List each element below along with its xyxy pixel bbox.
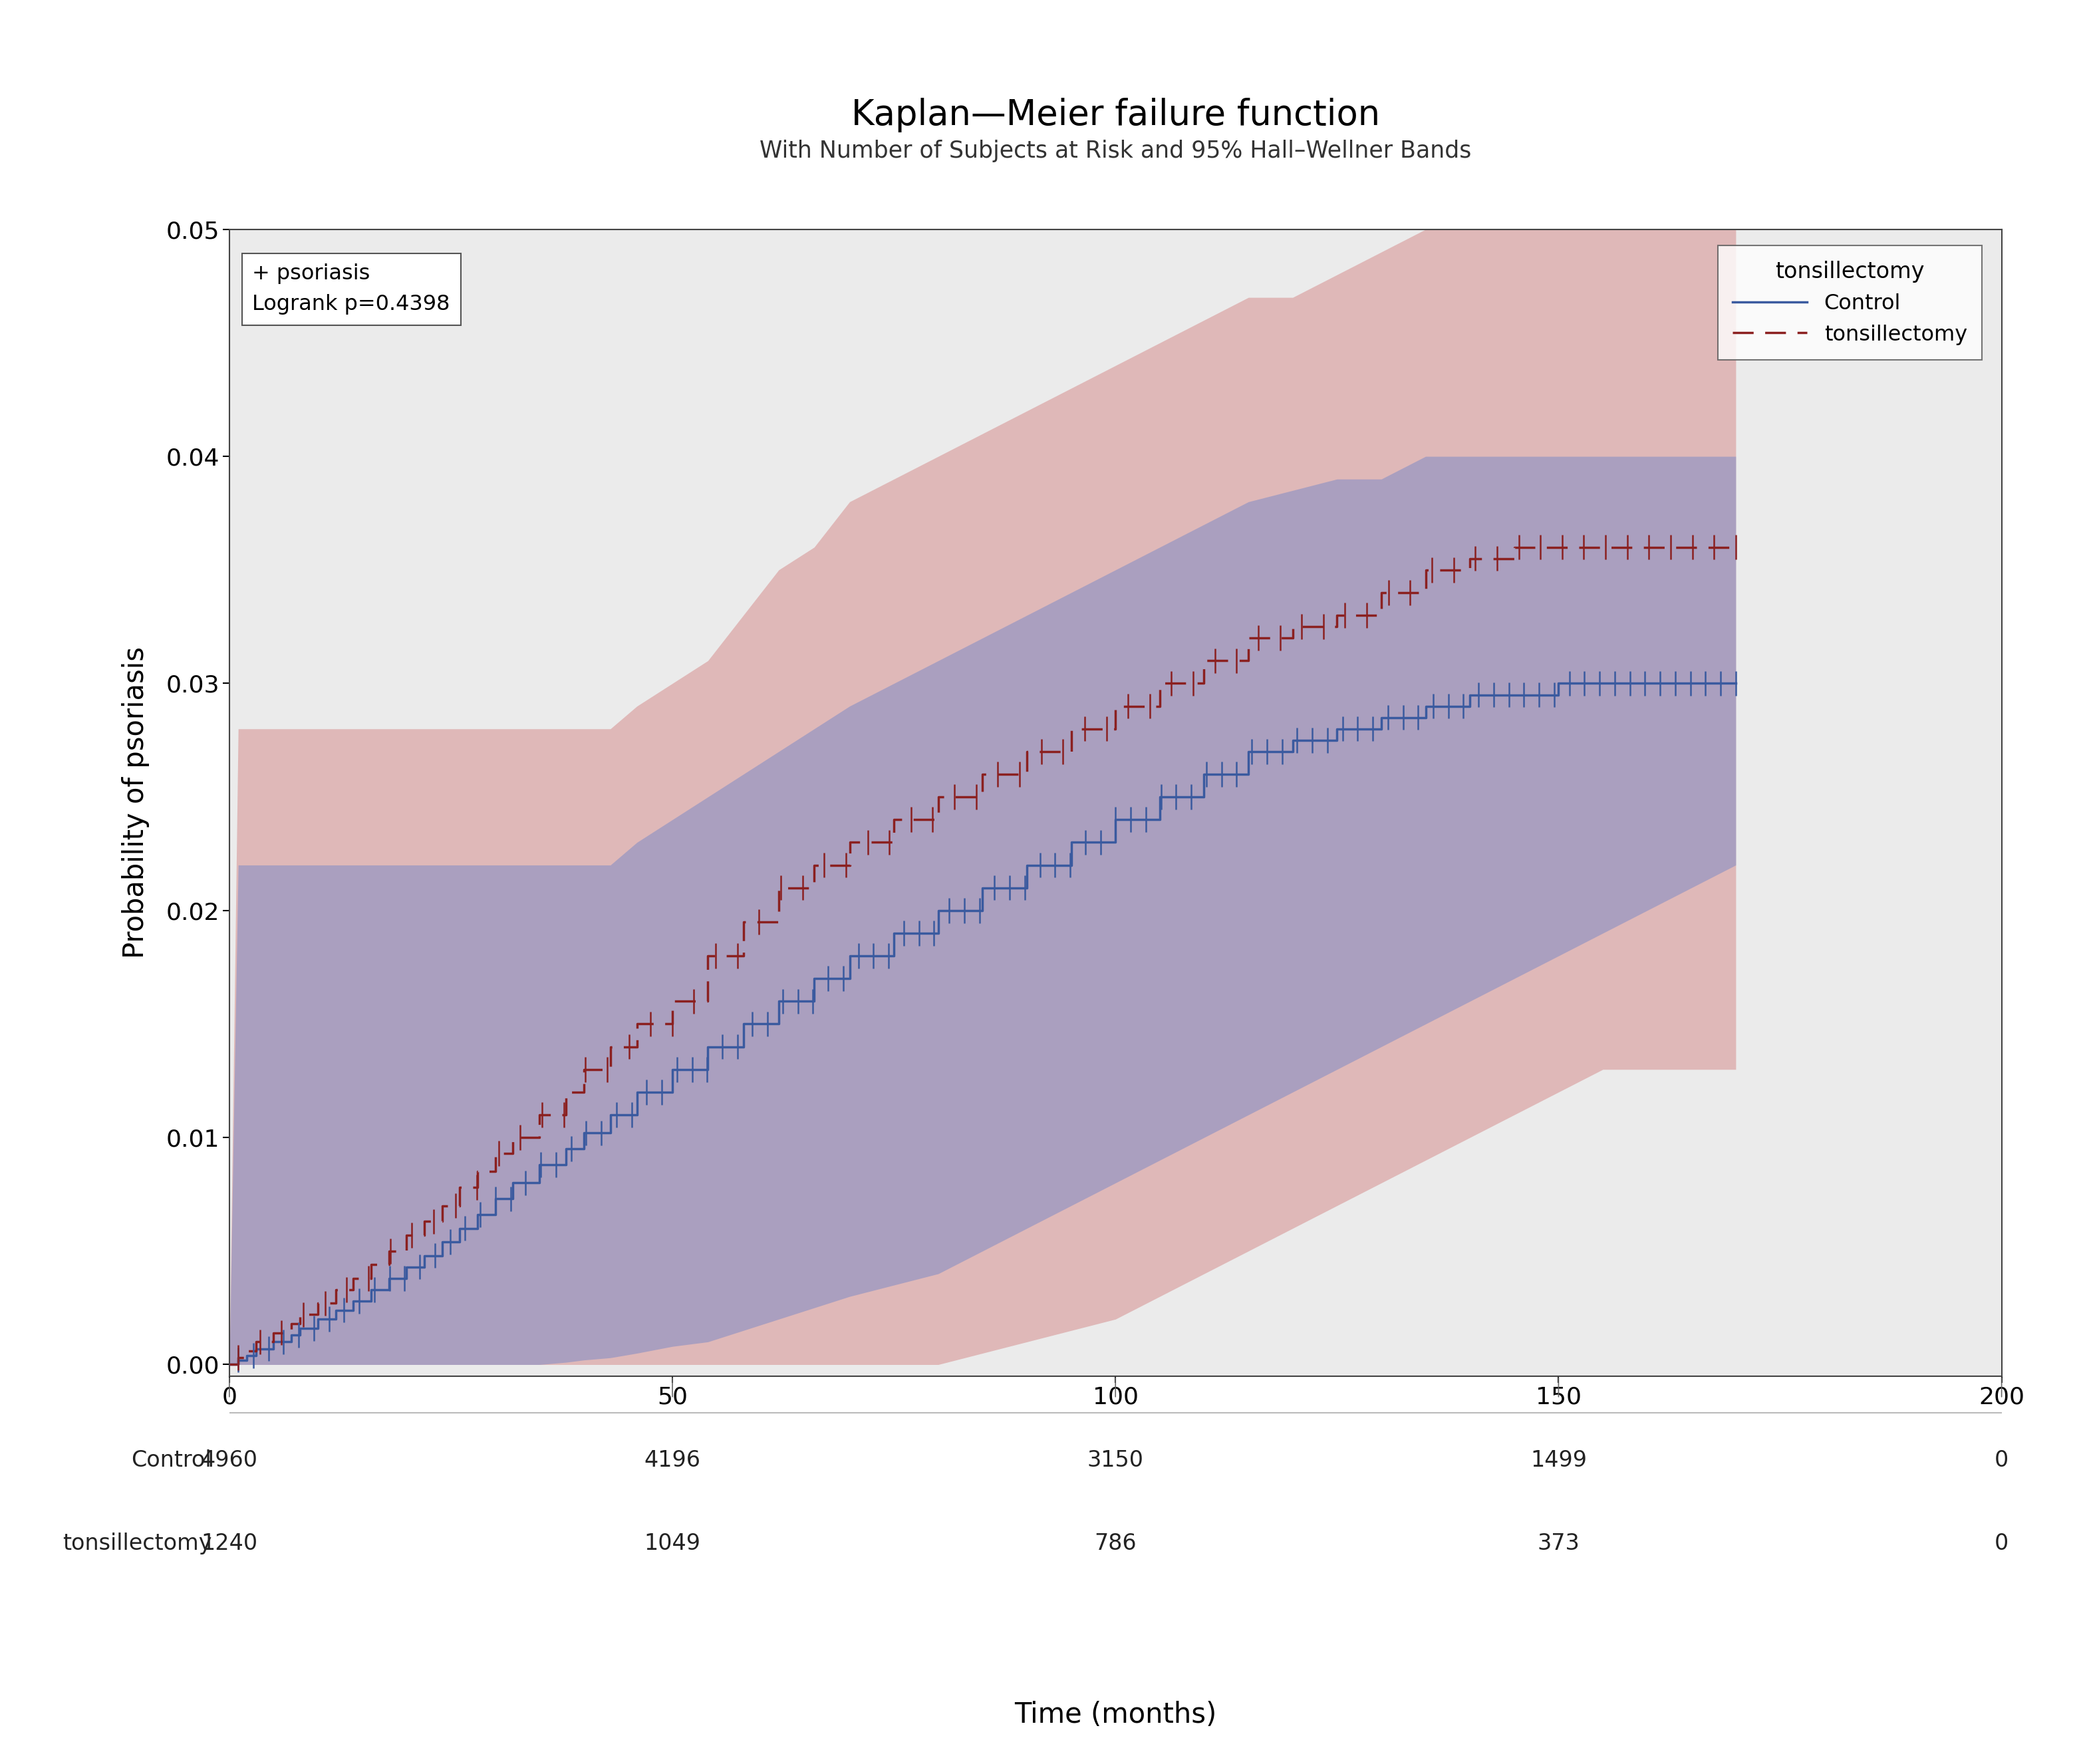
Text: 0: 0 bbox=[1995, 1450, 2008, 1471]
Legend: Control, tonsillectomy: Control, tonsillectomy bbox=[1718, 245, 1983, 360]
Text: + psoriasis
Logrank p=0.4398: + psoriasis Logrank p=0.4398 bbox=[252, 265, 450, 314]
Text: With Number of Subjects at Risk and 95% Hall–Wellner Bands: With Number of Subjects at Risk and 95% … bbox=[759, 139, 1472, 162]
Text: 1499: 1499 bbox=[1530, 1450, 1587, 1471]
Text: 0: 0 bbox=[1995, 1533, 2008, 1554]
Text: 3150: 3150 bbox=[1086, 1450, 1145, 1471]
Y-axis label: Probability of psoriasis: Probability of psoriasis bbox=[121, 647, 150, 958]
Text: Kaplan—Meier failure function: Kaplan—Meier failure function bbox=[851, 97, 1380, 132]
Text: 373: 373 bbox=[1537, 1533, 1580, 1554]
Text: 1049: 1049 bbox=[644, 1533, 701, 1554]
Text: 4196: 4196 bbox=[644, 1450, 701, 1471]
Text: 786: 786 bbox=[1095, 1533, 1136, 1554]
Text: Time (months): Time (months) bbox=[1013, 1700, 1218, 1729]
Text: 4960: 4960 bbox=[200, 1450, 259, 1471]
Text: tonsillectomy: tonsillectomy bbox=[63, 1533, 213, 1554]
Text: 1240: 1240 bbox=[200, 1533, 259, 1554]
Text: Control: Control bbox=[131, 1450, 213, 1471]
